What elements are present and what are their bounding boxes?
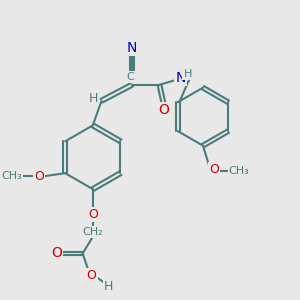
Text: O: O	[51, 247, 62, 260]
Text: CH₃: CH₃	[1, 171, 22, 181]
Text: C: C	[126, 72, 134, 82]
Text: O: O	[158, 103, 169, 117]
Text: H: H	[104, 280, 113, 293]
Text: O: O	[209, 163, 219, 176]
Text: CH₂: CH₂	[82, 227, 103, 237]
Text: H: H	[183, 69, 192, 80]
Text: N: N	[127, 41, 137, 55]
Text: O: O	[88, 208, 98, 221]
Text: O: O	[34, 169, 44, 183]
Text: CH₃: CH₃	[229, 166, 250, 176]
Text: O: O	[86, 269, 96, 282]
Text: H: H	[89, 92, 98, 105]
Text: N: N	[176, 71, 186, 85]
